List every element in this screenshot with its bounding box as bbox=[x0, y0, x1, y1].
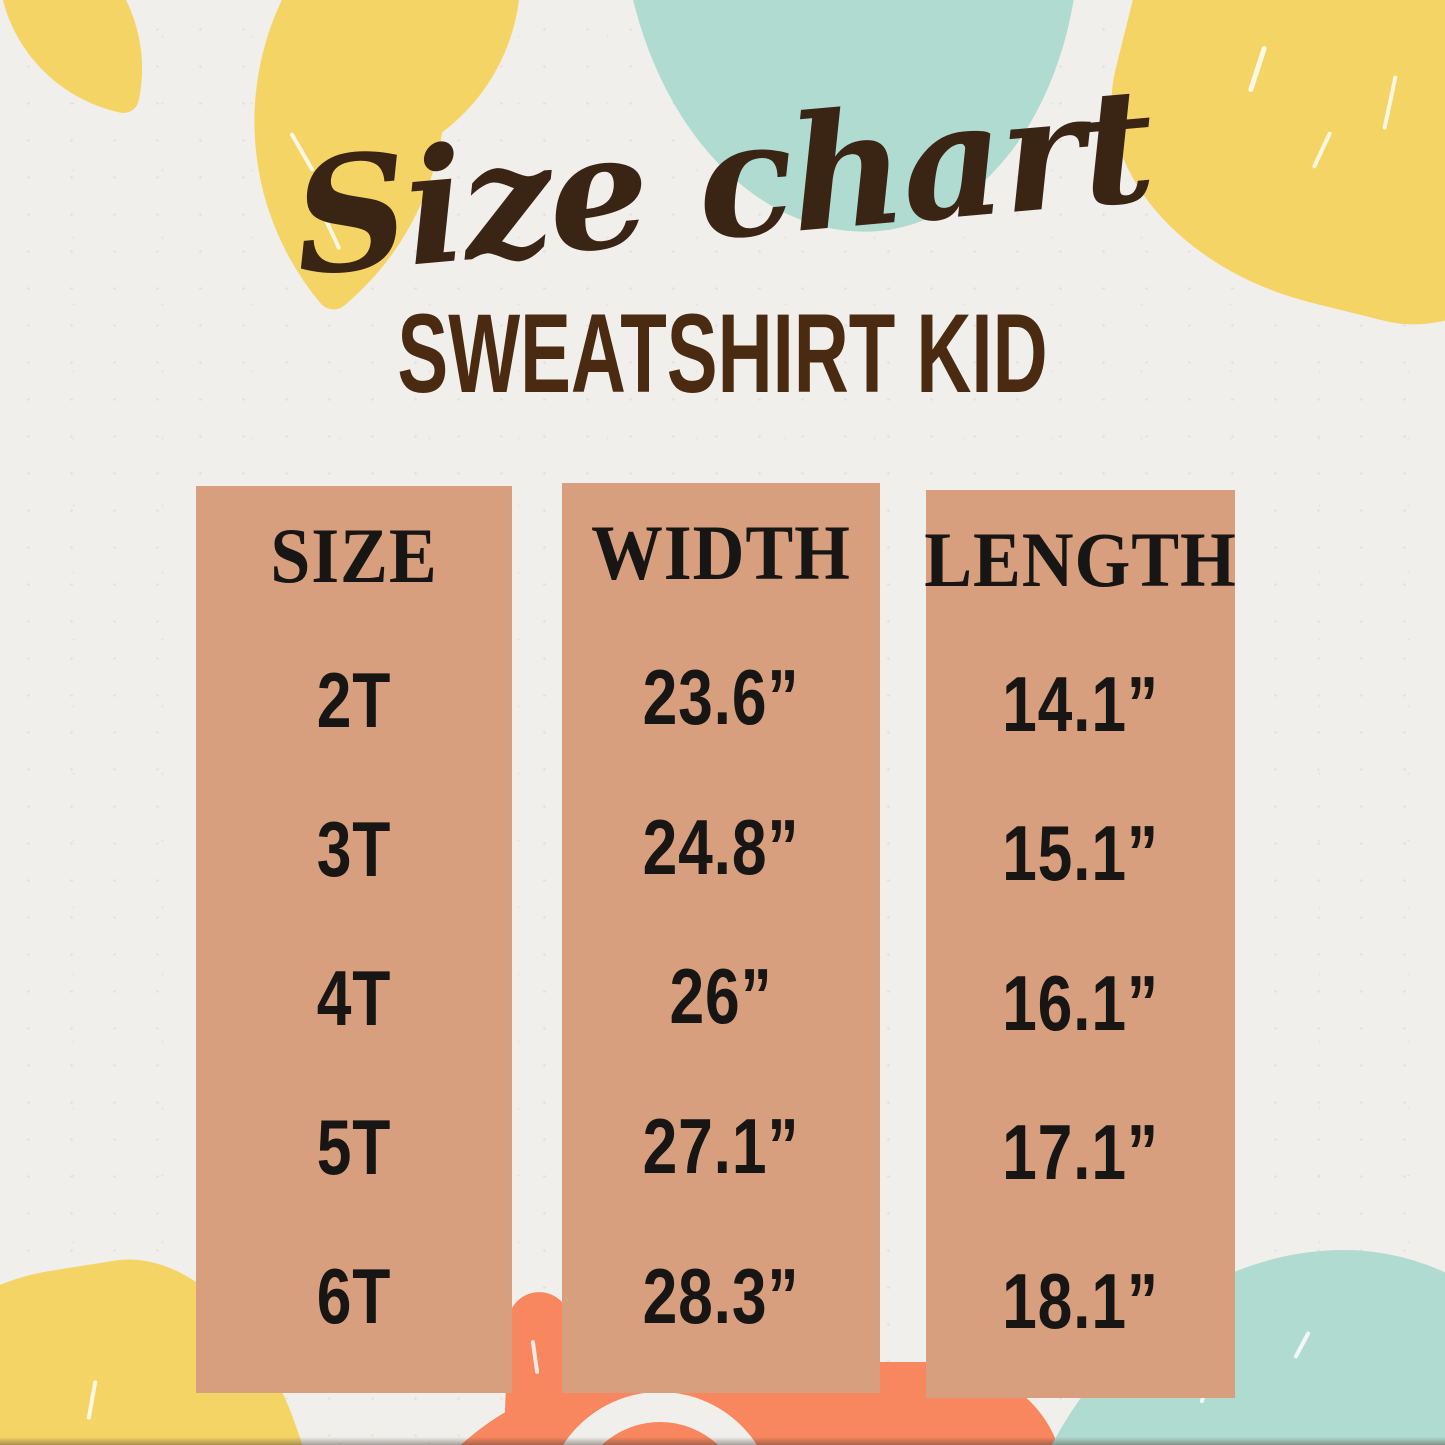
table-cell-length: 15.1” bbox=[1002, 809, 1159, 898]
size-column: SIZE 2T 3T 4T 5T 6T bbox=[196, 486, 512, 1393]
table-cell-size: 6T bbox=[316, 1252, 392, 1340]
table-cell-width: 23.6” bbox=[642, 653, 800, 742]
table-cell-size: 2T bbox=[316, 656, 392, 744]
column-header-width: WIDTH bbox=[591, 509, 851, 596]
table-cell-size: 4T bbox=[316, 954, 392, 1042]
table-cell-length: 17.1” bbox=[1002, 1107, 1159, 1196]
table-cell-length: 18.1” bbox=[1002, 1256, 1159, 1345]
width-column: WIDTH 23.6” 24.8” 26” 27.1” 28.3” bbox=[562, 483, 880, 1393]
table-cell-size: 3T bbox=[316, 805, 392, 893]
table-cell-length: 16.1” bbox=[1002, 958, 1159, 1047]
table-cell-width: 27.1” bbox=[642, 1102, 800, 1191]
table-cell-size: 5T bbox=[316, 1103, 392, 1191]
table-cell-width: 28.3” bbox=[642, 1251, 800, 1340]
table-cell-width: 26” bbox=[669, 952, 773, 1041]
photo-bottom-edge bbox=[0, 1437, 1445, 1445]
column-header-size: SIZE bbox=[270, 512, 438, 599]
table-cell-length: 14.1” bbox=[1002, 660, 1159, 749]
lemon-leaf-icon bbox=[0, 0, 171, 116]
column-header-length: LENGTH bbox=[924, 516, 1237, 603]
page-subtitle: SWEATSHIRT KID bbox=[397, 291, 1048, 416]
length-column: LENGTH 14.1” 15.1” 16.1” 17.1” 18.1” bbox=[924, 490, 1237, 1398]
table-cell-width: 24.8” bbox=[642, 802, 800, 891]
